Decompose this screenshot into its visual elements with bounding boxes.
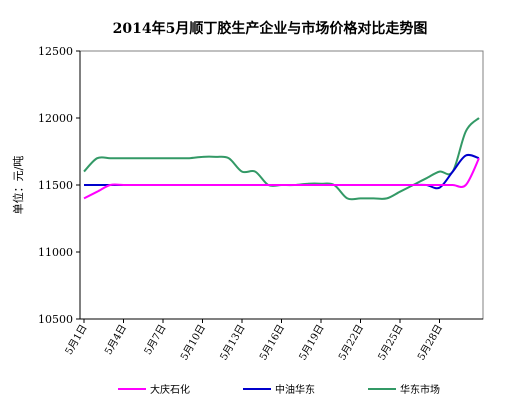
y-tick-label: 10500 [38, 313, 73, 326]
y-axis-label: 单位：元/吨 [11, 156, 25, 215]
series-line-0 [83, 157, 480, 200]
series-lines [83, 117, 480, 201]
y-tick-label: 11000 [38, 246, 73, 259]
legend-label: 中油华东 [275, 383, 315, 396]
y-tick-label: 11500 [38, 179, 73, 192]
legend-label: 大庆石化 [150, 383, 190, 396]
y-tick-label: 12500 [38, 45, 73, 58]
y-ticks: 10500 11000 11500 12000 12500 [38, 45, 80, 326]
chart-title: 2014年5月顺丁胶生产企业与市场价格对比走势图 [113, 20, 428, 37]
legend: 大庆石化 中油华东 华东市场 [118, 383, 440, 396]
legend-label: 华东市场 [400, 383, 440, 396]
y-tick-label: 12000 [38, 112, 73, 125]
